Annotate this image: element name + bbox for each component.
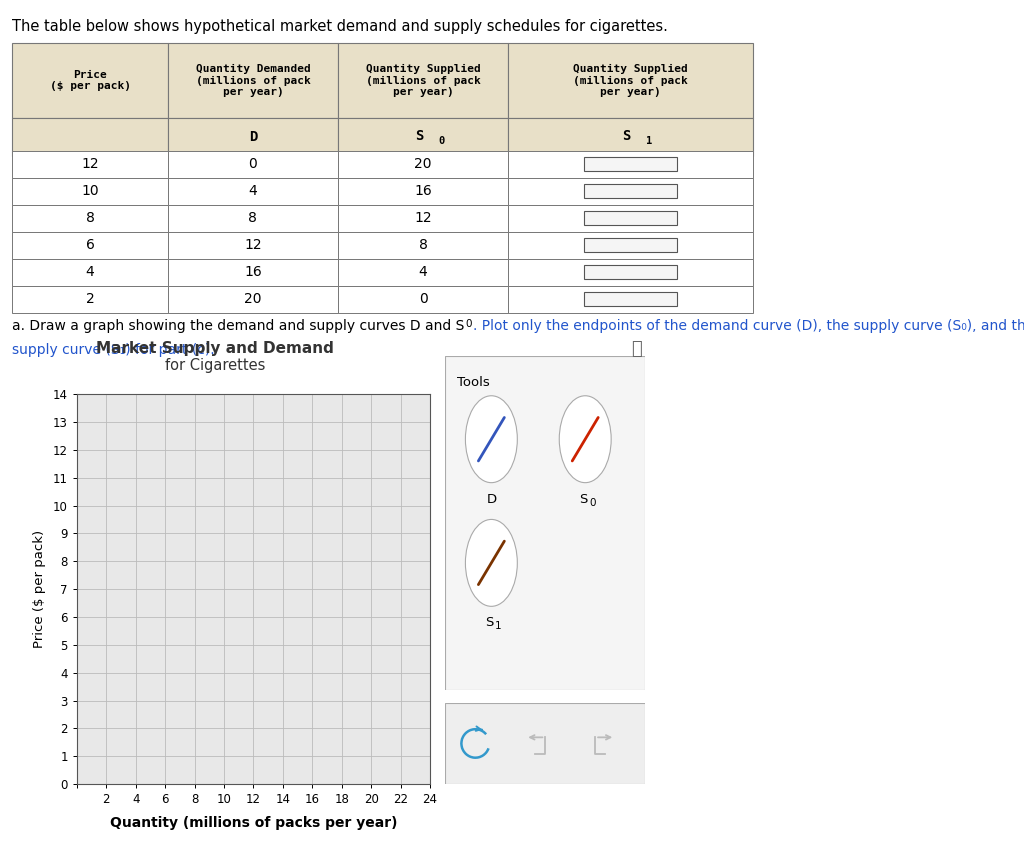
- Text: 4: 4: [419, 266, 428, 279]
- Text: 4: 4: [86, 266, 94, 279]
- Text: 4: 4: [249, 184, 257, 198]
- Text: 16: 16: [415, 184, 432, 198]
- Bar: [584, 184, 677, 198]
- Bar: [338, 118, 508, 156]
- Bar: [508, 43, 753, 118]
- Bar: [12, 118, 168, 156]
- Bar: [338, 205, 508, 232]
- Bar: [12, 178, 168, 205]
- Bar: [508, 151, 753, 178]
- Text: 8: 8: [419, 238, 428, 252]
- Bar: [508, 178, 753, 205]
- Bar: [12, 43, 168, 118]
- Y-axis label: Price ($ per pack): Price ($ per pack): [33, 530, 46, 648]
- Text: Quantity Demanded
(millions of pack
per year): Quantity Demanded (millions of pack per …: [196, 64, 310, 98]
- Text: 12: 12: [415, 212, 432, 225]
- Bar: [168, 151, 338, 178]
- Text: supply curve (S₁) for part (c).: supply curve (S₁) for part (c).: [12, 343, 215, 357]
- Text: 1: 1: [646, 135, 652, 146]
- Bar: [168, 286, 338, 313]
- Bar: [584, 292, 677, 306]
- Text: S: S: [623, 129, 631, 143]
- Bar: [12, 232, 168, 259]
- Bar: [12, 259, 168, 286]
- Text: 10: 10: [81, 184, 99, 198]
- Bar: [12, 205, 168, 232]
- Text: 0: 0: [589, 498, 595, 507]
- Text: Quantity Supplied
(millions of pack
per year): Quantity Supplied (millions of pack per …: [573, 64, 688, 98]
- Ellipse shape: [559, 396, 611, 482]
- Bar: [508, 232, 753, 259]
- Text: S: S: [416, 129, 424, 143]
- Bar: [338, 178, 508, 205]
- Bar: [338, 232, 508, 259]
- Text: 1: 1: [495, 621, 502, 632]
- Text: 0: 0: [419, 292, 428, 306]
- Bar: [168, 232, 338, 259]
- Text: 0: 0: [465, 319, 471, 329]
- Text: 20: 20: [244, 292, 262, 306]
- Text: Quantity Supplied
(millions of pack
per year): Quantity Supplied (millions of pack per …: [366, 64, 480, 98]
- Bar: [584, 266, 677, 279]
- Bar: [168, 43, 338, 118]
- X-axis label: Quantity (millions of packs per year): Quantity (millions of packs per year): [110, 816, 397, 830]
- Bar: [508, 259, 753, 286]
- Bar: [12, 286, 168, 313]
- Text: 16: 16: [244, 266, 262, 279]
- Text: 20: 20: [415, 158, 432, 171]
- Text: 2: 2: [86, 292, 94, 306]
- Text: 12: 12: [81, 158, 99, 171]
- Bar: [508, 118, 753, 156]
- Text: S: S: [579, 493, 588, 506]
- Bar: [338, 43, 508, 118]
- Bar: [168, 178, 338, 205]
- Text: The table below shows hypothetical market demand and supply schedules for cigare: The table below shows hypothetical marke…: [12, 19, 669, 34]
- Text: S: S: [485, 616, 494, 629]
- Text: ⓘ: ⓘ: [632, 340, 642, 358]
- Bar: [508, 205, 753, 232]
- Text: D: D: [486, 493, 497, 506]
- Bar: [168, 205, 338, 232]
- Bar: [508, 286, 753, 313]
- Text: . Plot only the endpoints of the demand curve (D), the supply curve (S₀), and th: . Plot only the endpoints of the demand …: [473, 319, 1024, 333]
- Bar: [338, 259, 508, 286]
- Ellipse shape: [465, 396, 517, 482]
- Text: Price
($ per pack): Price ($ per pack): [49, 69, 130, 92]
- Bar: [584, 158, 677, 171]
- Bar: [584, 212, 677, 225]
- Text: for Cigarettes: for Cigarettes: [165, 357, 265, 373]
- Text: Market Supply and Demand: Market Supply and Demand: [96, 340, 334, 356]
- Bar: [338, 151, 508, 178]
- Text: 8: 8: [249, 212, 257, 225]
- Text: 0: 0: [249, 158, 257, 171]
- Bar: [338, 286, 508, 313]
- Bar: [584, 238, 677, 252]
- Text: 12: 12: [244, 238, 262, 252]
- Text: 0: 0: [438, 135, 444, 146]
- Text: 8: 8: [86, 212, 94, 225]
- Ellipse shape: [465, 519, 517, 607]
- Text: Tools: Tools: [458, 375, 490, 389]
- Text: D: D: [249, 130, 257, 144]
- Text: a. Draw a graph showing the demand and supply curves D and S: a. Draw a graph showing the demand and s…: [12, 319, 465, 333]
- Bar: [168, 259, 338, 286]
- Bar: [12, 151, 168, 178]
- Bar: [168, 118, 338, 156]
- Text: 6: 6: [86, 238, 94, 252]
